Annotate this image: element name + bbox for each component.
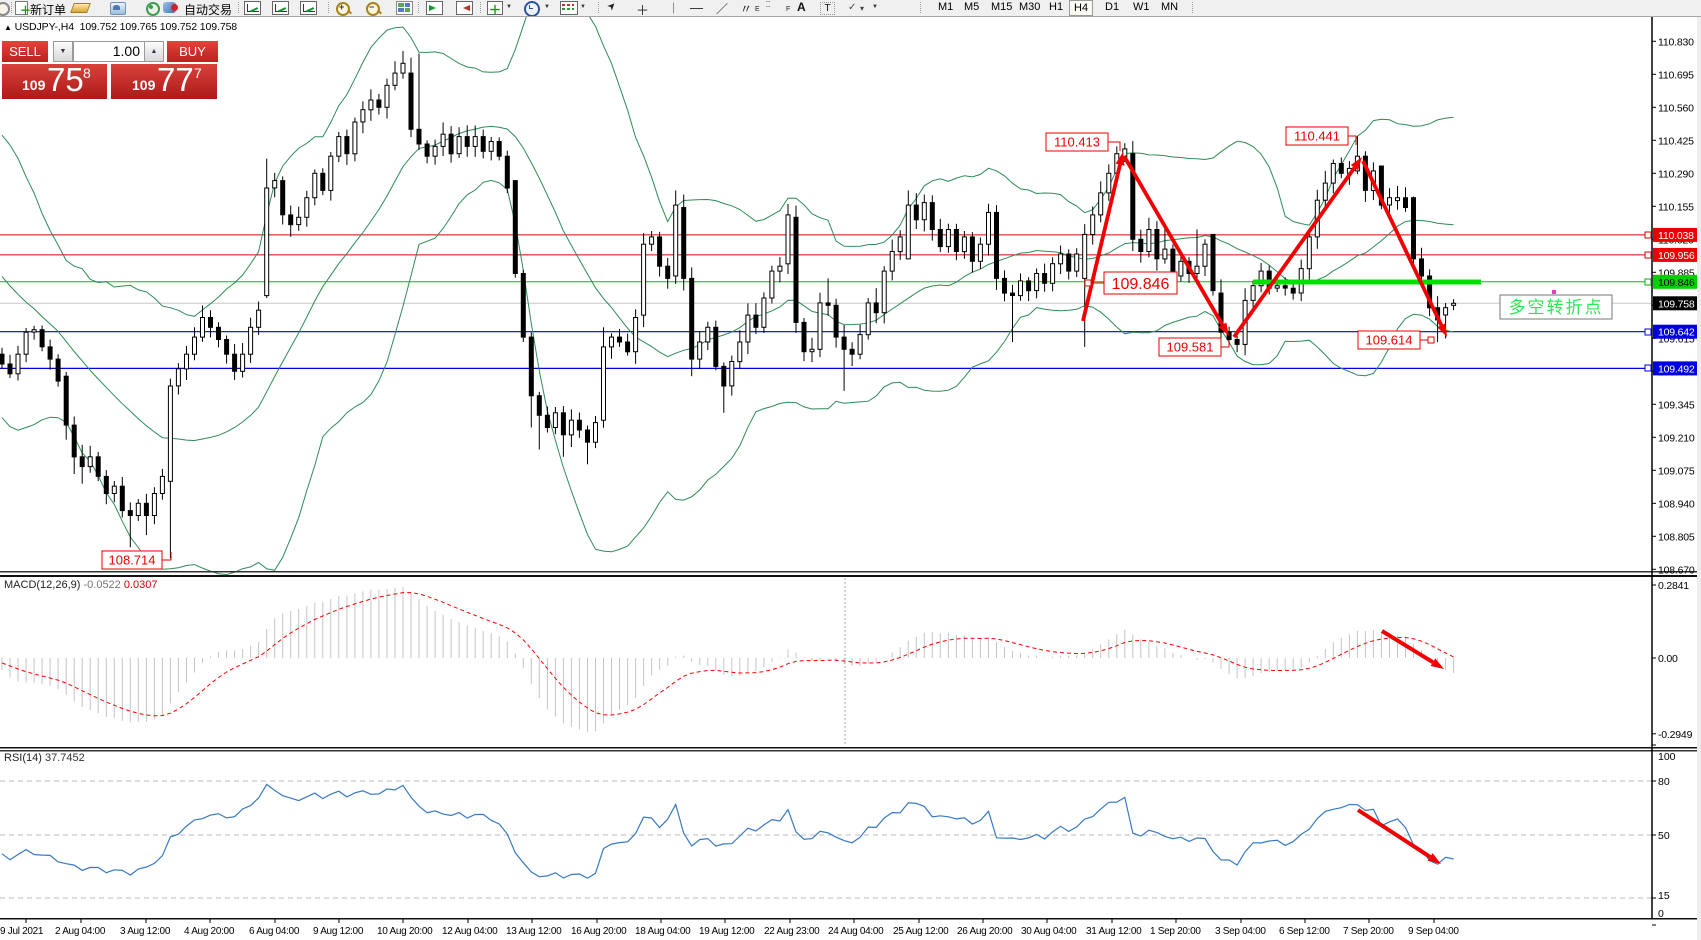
svg-text:108.714: 108.714 bbox=[109, 553, 156, 568]
svg-text:-0.2949: -0.2949 bbox=[1658, 729, 1693, 741]
svg-text:18 Aug 04:00: 18 Aug 04:00 bbox=[635, 926, 691, 937]
svg-text:6 Sep 12:00: 6 Sep 12:00 bbox=[1279, 926, 1330, 937]
svg-text:15: 15 bbox=[1658, 890, 1670, 902]
svg-text:109.492: 109.492 bbox=[1658, 363, 1695, 375]
svg-text:31 Aug 12:00: 31 Aug 12:00 bbox=[1086, 926, 1142, 937]
svg-text:0: 0 bbox=[1658, 908, 1664, 920]
svg-text:100: 100 bbox=[1658, 751, 1676, 763]
svg-text:108.670: 108.670 bbox=[1658, 564, 1695, 576]
svg-text:24 Aug 04:00: 24 Aug 04:00 bbox=[828, 926, 884, 937]
svg-text:9 Aug 12:00: 9 Aug 12:00 bbox=[313, 926, 364, 937]
svg-text:109.956: 109.956 bbox=[1658, 250, 1695, 262]
svg-text:16 Aug 20:00: 16 Aug 20:00 bbox=[571, 926, 627, 937]
svg-text:109.846: 109.846 bbox=[1658, 277, 1695, 289]
svg-text:多空转折点: 多空转折点 bbox=[1509, 298, 1604, 317]
svg-text:0.00: 0.00 bbox=[1658, 653, 1678, 665]
svg-text:108.805: 108.805 bbox=[1658, 531, 1695, 543]
svg-text:110.038: 110.038 bbox=[1658, 230, 1694, 242]
svg-text:50: 50 bbox=[1658, 830, 1670, 842]
svg-text:10 Aug 20:00: 10 Aug 20:00 bbox=[377, 926, 433, 937]
svg-text:109.581: 109.581 bbox=[1167, 340, 1214, 355]
svg-text:110.830: 110.830 bbox=[1658, 36, 1694, 48]
svg-text:110.441: 110.441 bbox=[1294, 129, 1340, 144]
svg-text:109.642: 109.642 bbox=[1658, 327, 1695, 339]
svg-text:4 Aug 20:00: 4 Aug 20:00 bbox=[184, 926, 235, 937]
svg-text:1 Sep 20:00: 1 Sep 20:00 bbox=[1150, 926, 1201, 937]
svg-text:6 Aug 04:00: 6 Aug 04:00 bbox=[249, 926, 300, 937]
svg-text:0.2841: 0.2841 bbox=[1658, 580, 1689, 592]
svg-text:109.846: 109.846 bbox=[1112, 276, 1170, 293]
svg-text:109.210: 109.210 bbox=[1658, 432, 1695, 444]
svg-text:109.075: 109.075 bbox=[1658, 465, 1695, 477]
svg-text:30 Aug 04:00: 30 Aug 04:00 bbox=[1021, 926, 1077, 937]
svg-text:110.695: 110.695 bbox=[1658, 69, 1694, 81]
svg-text:110.560: 110.560 bbox=[1658, 102, 1694, 114]
svg-text:110.155: 110.155 bbox=[1658, 201, 1694, 213]
svg-text:110.425: 110.425 bbox=[1658, 135, 1694, 147]
svg-text:19 Aug 12:00: 19 Aug 12:00 bbox=[699, 926, 755, 937]
svg-text:13 Aug 12:00: 13 Aug 12:00 bbox=[506, 926, 562, 937]
svg-text:MACD(12,26,9) -0.0522 0.0307: MACD(12,26,9) -0.0522 0.0307 bbox=[4, 579, 158, 591]
svg-text:25 Aug 12:00: 25 Aug 12:00 bbox=[893, 926, 949, 937]
svg-text:110.413: 110.413 bbox=[1054, 135, 1100, 150]
svg-text:9 Sep 04:00: 9 Sep 04:00 bbox=[1408, 926, 1459, 937]
svg-text:12 Aug 04:00: 12 Aug 04:00 bbox=[442, 926, 498, 937]
svg-text:108.940: 108.940 bbox=[1658, 498, 1695, 510]
svg-text:109.345: 109.345 bbox=[1658, 399, 1695, 411]
svg-text:2 Aug 04:00: 2 Aug 04:00 bbox=[55, 926, 106, 937]
svg-text:26 Aug 20:00: 26 Aug 20:00 bbox=[957, 926, 1013, 937]
svg-text:110.290: 110.290 bbox=[1658, 168, 1694, 180]
svg-text:RSI(14) 37.7452: RSI(14) 37.7452 bbox=[4, 752, 85, 764]
svg-text:109.758: 109.758 bbox=[1658, 298, 1695, 310]
svg-text:80: 80 bbox=[1658, 776, 1670, 788]
svg-text:7 Sep 20:00: 7 Sep 20:00 bbox=[1343, 926, 1394, 937]
svg-text:9 Jul 2021: 9 Jul 2021 bbox=[0, 926, 44, 937]
svg-text:22 Aug 23:00: 22 Aug 23:00 bbox=[764, 926, 820, 937]
svg-text:3 Aug 12:00: 3 Aug 12:00 bbox=[120, 926, 171, 937]
svg-text:109.614: 109.614 bbox=[1366, 333, 1413, 348]
svg-text:3 Sep 04:00: 3 Sep 04:00 bbox=[1215, 926, 1266, 937]
